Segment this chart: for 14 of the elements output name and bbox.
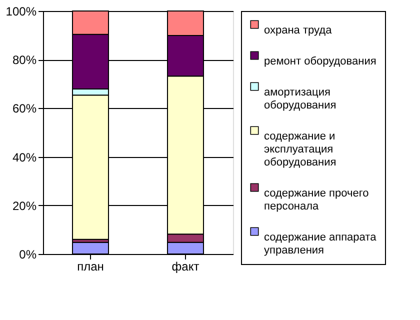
legend-label: содержание прочего персонала — [264, 188, 369, 212]
y-tick-label: 80% — [12, 53, 37, 68]
legend-label: охрана труда — [264, 24, 333, 36]
x-tick-label: факт — [172, 260, 200, 274]
y-tick-label: 60% — [12, 102, 37, 116]
y-tick-label: 100% — [6, 4, 37, 18]
y-tick-label: 20% — [12, 198, 37, 213]
x-tick-label: план — [77, 260, 104, 274]
legend-label: амортизация оборудования — [264, 86, 336, 112]
legend-label: содержание аппарата управления — [264, 232, 378, 256]
y-tick-label: 40% — [12, 150, 37, 164]
y-tick-label: 0% — [19, 248, 37, 262]
legend-label: содержание и эксплуатация оборудования — [264, 130, 336, 168]
legend-label: ремонт оборудования — [264, 56, 376, 68]
